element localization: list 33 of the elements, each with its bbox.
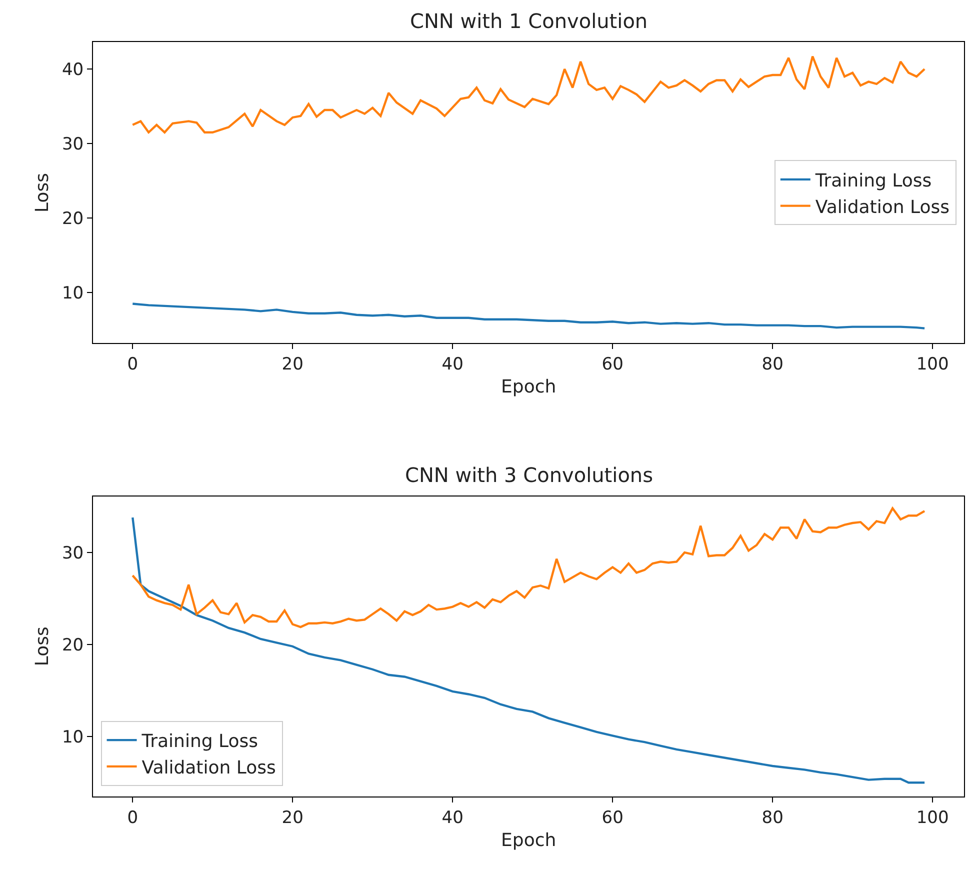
x-tick-label: 100 bbox=[916, 808, 949, 828]
y-tick-label: 30 bbox=[62, 543, 84, 564]
chart-title: CNN with 3 Convolutions bbox=[405, 463, 654, 487]
x-tick-label: 0 bbox=[127, 808, 138, 828]
y-axis-title: Loss bbox=[32, 626, 54, 666]
y-axis-title: Loss bbox=[32, 172, 54, 212]
x-tick-label: 20 bbox=[282, 808, 304, 828]
line-series bbox=[132, 507, 926, 628]
legend-label: Validation Loss bbox=[142, 757, 276, 778]
chart-title: CNN with 1 Convolution bbox=[410, 9, 648, 33]
legend-label: Validation Loss bbox=[815, 196, 950, 218]
line-series bbox=[132, 55, 926, 134]
line-series bbox=[132, 516, 926, 784]
y-tick-label: 10 bbox=[62, 728, 84, 748]
line-series bbox=[132, 302, 926, 330]
x-tick-label: 100 bbox=[916, 354, 949, 375]
x-tick-label: 60 bbox=[602, 808, 624, 828]
y-tick-label: 20 bbox=[62, 635, 84, 656]
x-tick-label: 80 bbox=[762, 354, 784, 375]
y-tick-label: 40 bbox=[62, 60, 84, 80]
legend-label: Training Loss bbox=[814, 170, 932, 192]
x-tick-label: 0 bbox=[127, 354, 138, 375]
y-tick-label: 20 bbox=[62, 209, 84, 229]
x-tick-label: 40 bbox=[442, 354, 464, 375]
y-tick-label: 10 bbox=[62, 283, 84, 304]
x-axis-title: Epoch bbox=[501, 376, 556, 398]
legend-label: Training Loss bbox=[140, 731, 258, 752]
x-tick-label: 20 bbox=[282, 354, 304, 375]
x-tick-label: 80 bbox=[762, 808, 784, 828]
x-tick-label: 60 bbox=[602, 354, 624, 375]
x-axis-title: Epoch bbox=[501, 830, 556, 851]
y-tick-label: 30 bbox=[62, 134, 84, 154]
x-tick-label: 40 bbox=[442, 808, 464, 828]
